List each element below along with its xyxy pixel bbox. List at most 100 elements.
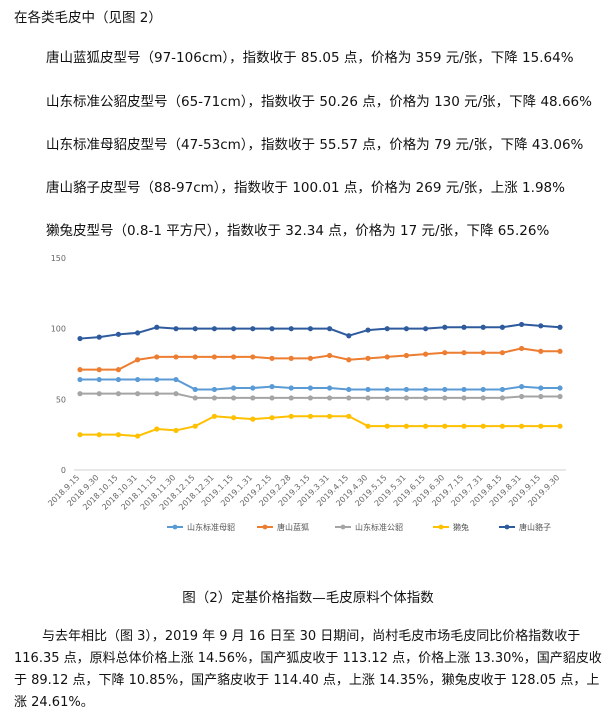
data-point bbox=[173, 427, 179, 434]
data-point bbox=[307, 326, 313, 332]
data-point bbox=[211, 326, 217, 332]
data-point bbox=[403, 352, 409, 359]
data-point bbox=[154, 426, 160, 432]
data-point bbox=[423, 395, 429, 401]
data-point bbox=[346, 413, 352, 419]
legend-label: 唐山蓝狐 bbox=[277, 522, 309, 532]
data-point bbox=[461, 386, 467, 393]
data-point bbox=[96, 391, 102, 397]
y-tick-label: 100 bbox=[51, 325, 66, 334]
data-point bbox=[557, 393, 563, 400]
data-point bbox=[77, 391, 83, 397]
data-point bbox=[211, 413, 217, 419]
intro-text: 在各类毛皮中（见图 2） bbox=[14, 10, 162, 26]
data-point bbox=[231, 415, 237, 421]
data-point bbox=[77, 376, 83, 383]
legend-label: 獭兔 bbox=[453, 522, 469, 532]
data-point bbox=[499, 350, 505, 356]
series-line bbox=[80, 347, 560, 371]
data-point bbox=[461, 395, 467, 401]
data-point bbox=[519, 384, 525, 390]
legend-marker bbox=[340, 524, 346, 530]
data-point bbox=[461, 423, 467, 429]
data-point bbox=[231, 395, 237, 401]
data-point bbox=[288, 395, 294, 401]
data-point bbox=[519, 321, 525, 328]
data-point bbox=[499, 386, 505, 393]
data-point bbox=[154, 324, 160, 330]
raccoon-item: 唐山貉子皮型号（88-97cm），指数收于 100.01 点，价格为 269 元… bbox=[46, 180, 565, 196]
data-point bbox=[250, 385, 256, 391]
data-point bbox=[231, 326, 237, 332]
data-point bbox=[250, 326, 256, 332]
data-point bbox=[288, 385, 294, 391]
data-point bbox=[423, 386, 429, 393]
data-point bbox=[403, 395, 409, 401]
data-point bbox=[77, 367, 83, 373]
data-point bbox=[115, 432, 121, 438]
data-point bbox=[307, 413, 313, 419]
data-point bbox=[346, 333, 352, 339]
data-point bbox=[77, 335, 83, 342]
data-point bbox=[115, 391, 121, 397]
data-point bbox=[173, 326, 179, 332]
data-point bbox=[327, 413, 333, 419]
data-point bbox=[192, 395, 198, 401]
data-point bbox=[480, 423, 486, 429]
data-point bbox=[154, 391, 160, 397]
data-point bbox=[135, 330, 141, 336]
data-point bbox=[403, 326, 409, 332]
price-index-chart: 0501001502018.9.152018.9.302018.10.15201… bbox=[46, 254, 566, 532]
data-point bbox=[538, 423, 544, 429]
data-point bbox=[307, 355, 313, 361]
data-point bbox=[96, 334, 102, 340]
data-point bbox=[423, 423, 429, 429]
data-point bbox=[192, 326, 198, 332]
data-point bbox=[250, 395, 256, 401]
data-point bbox=[346, 386, 352, 393]
data-point bbox=[250, 354, 256, 360]
y-tick-label: 50 bbox=[56, 395, 66, 404]
data-point bbox=[403, 423, 409, 429]
data-point bbox=[499, 324, 505, 330]
data-point bbox=[384, 423, 390, 429]
data-point bbox=[231, 385, 237, 391]
data-point bbox=[96, 376, 102, 383]
data-point bbox=[192, 423, 198, 429]
data-point bbox=[519, 423, 525, 429]
female-mink-item: 山东标准母貂皮型号（47-53cm），指数收于 55.57 点，价格为 79 元… bbox=[46, 137, 584, 153]
data-point bbox=[423, 326, 429, 332]
data-point bbox=[423, 351, 429, 357]
figure-caption: 图（2）定基价格指数—毛皮原料个体指数 bbox=[182, 590, 434, 606]
data-point bbox=[557, 348, 563, 354]
data-point bbox=[192, 386, 198, 393]
data-point bbox=[442, 386, 448, 393]
data-point bbox=[538, 323, 544, 329]
data-point bbox=[365, 327, 371, 333]
data-point bbox=[365, 355, 371, 361]
data-point bbox=[115, 376, 121, 383]
fox-item: 唐山蓝狐皮型号（97-106cm），指数收于 85.05 点，价格为 359 元… bbox=[46, 50, 574, 66]
data-point bbox=[480, 350, 486, 356]
legend-marker bbox=[262, 524, 268, 530]
data-point bbox=[288, 326, 294, 332]
data-point bbox=[557, 324, 563, 330]
data-point bbox=[384, 386, 390, 393]
data-point bbox=[365, 423, 371, 429]
data-point bbox=[192, 354, 198, 360]
data-point bbox=[135, 433, 141, 439]
data-point bbox=[173, 376, 179, 383]
data-point bbox=[480, 395, 486, 401]
data-point bbox=[346, 395, 352, 401]
data-point bbox=[442, 324, 448, 330]
data-point bbox=[231, 354, 237, 360]
data-point bbox=[96, 432, 102, 438]
data-point bbox=[269, 326, 275, 332]
data-point bbox=[519, 345, 525, 352]
legend-label: 唐山貉子 bbox=[519, 522, 551, 532]
data-point bbox=[307, 385, 313, 391]
y-tick-label: 0 bbox=[61, 466, 66, 475]
series-line bbox=[80, 392, 560, 399]
data-point bbox=[269, 395, 275, 401]
data-point bbox=[96, 367, 102, 373]
